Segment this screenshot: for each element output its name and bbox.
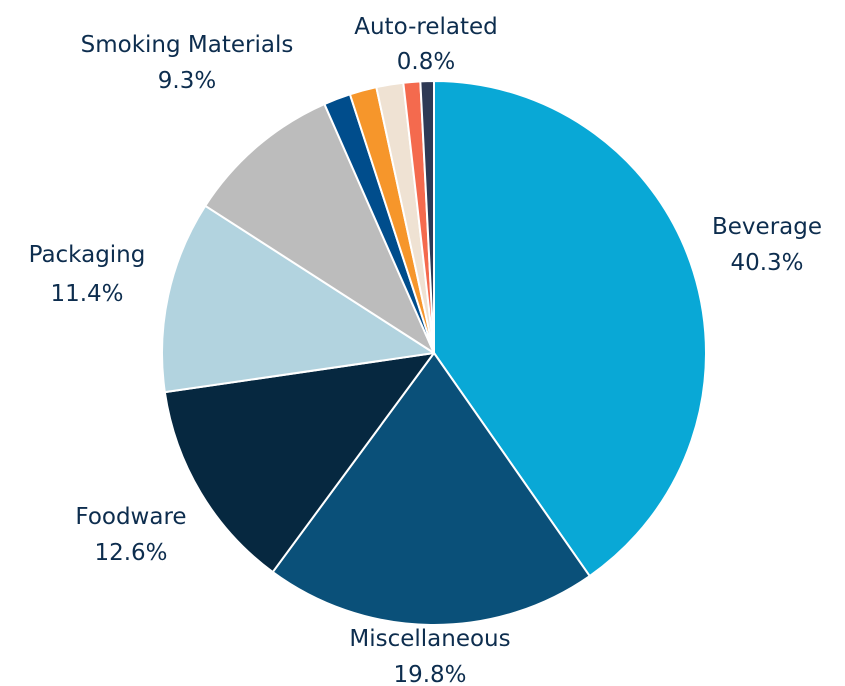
value-packaging: 11.4% bbox=[50, 281, 123, 307]
pie-slices bbox=[162, 81, 706, 625]
value-beverage: 40.3% bbox=[730, 250, 803, 276]
value-smoking-materials: 9.3% bbox=[158, 68, 216, 94]
label-auto-related: Auto-related bbox=[354, 14, 497, 40]
value-miscellaneous: 19.8% bbox=[393, 662, 466, 686]
label-beverage: Beverage bbox=[712, 214, 822, 240]
value-auto-related: 0.8% bbox=[397, 49, 455, 75]
label-foodware: Foodware bbox=[75, 504, 186, 530]
label-miscellaneous: Miscellaneous bbox=[349, 626, 510, 652]
label-smoking-materials: Smoking Materials bbox=[81, 32, 294, 58]
value-foodware: 12.6% bbox=[94, 540, 167, 566]
label-packaging: Packaging bbox=[29, 242, 146, 268]
